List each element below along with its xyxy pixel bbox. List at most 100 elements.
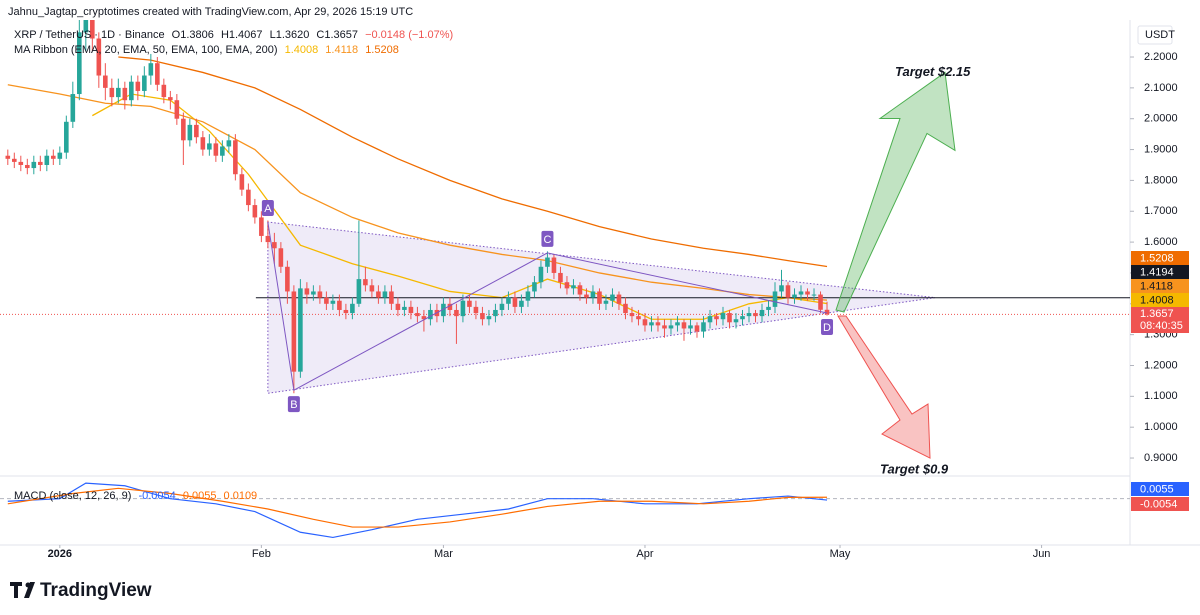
- candle-body: [363, 279, 368, 286]
- candle-body: [5, 155, 11, 159]
- candle-body: [64, 121, 69, 153]
- point-label: B: [290, 399, 297, 411]
- candle-body: [655, 322, 661, 326]
- macd-pane: [0, 482, 1130, 539]
- candle-body: [493, 309, 498, 317]
- candle-body: [57, 152, 63, 159]
- candle-body: [291, 291, 297, 372]
- candle-body: [194, 124, 199, 138]
- candle-body: [415, 313, 420, 317]
- candle-body: [558, 272, 563, 283]
- footer-logo: TradingView: [10, 580, 152, 601]
- candle-body: [343, 309, 349, 314]
- point-badge: [821, 319, 834, 336]
- currency: USDT: [1145, 29, 1175, 41]
- candle-body: [603, 300, 609, 304]
- macd-badge: [1131, 482, 1189, 496]
- ema-badge: [1131, 279, 1189, 293]
- candle-body: [779, 285, 784, 292]
- candle-body: [324, 297, 329, 304]
- candle-body: [551, 257, 557, 273]
- candle-body: [577, 285, 583, 295]
- point-label: A: [264, 203, 272, 215]
- candle-body: [636, 316, 641, 320]
- candle-body: [330, 300, 336, 304]
- candle-body: [103, 75, 108, 88]
- change: −0.0148 (−1.07%): [365, 29, 454, 41]
- candle-body: [38, 161, 43, 165]
- y-tick-label: 1.9000: [1144, 143, 1178, 155]
- candle-body: [759, 309, 765, 317]
- candle-body: [18, 161, 24, 165]
- candle-body: [278, 248, 284, 267]
- candle-body: [668, 325, 674, 329]
- candle-body: [246, 189, 251, 206]
- candle-body: [148, 63, 154, 76]
- point-badge: [261, 200, 274, 217]
- candle-body: [772, 291, 778, 307]
- point-badge: [287, 396, 300, 413]
- candle-body: [616, 294, 622, 304]
- candle-body: [629, 313, 635, 317]
- candle-body: [792, 294, 797, 298]
- candle-body: [408, 306, 414, 314]
- macd-badge-text: -0.0054: [1140, 498, 1177, 510]
- candle-body: [421, 316, 427, 320]
- ema-badge: [1131, 293, 1189, 307]
- ema-badge: [1131, 251, 1189, 265]
- candle-body: [311, 291, 316, 295]
- point-label: C: [543, 234, 551, 246]
- ema-badge-text: 1.4118: [1140, 280, 1173, 292]
- candle-body: [25, 164, 30, 169]
- candle-body: [727, 313, 732, 323]
- target-arrow: [835, 71, 956, 313]
- candle-body: [181, 118, 186, 141]
- ohlc: C1.3657: [316, 29, 359, 41]
- candle-body: [571, 285, 576, 289]
- candle-body: [818, 294, 823, 310]
- candle-body: [317, 291, 323, 298]
- point-badge: [541, 230, 554, 247]
- macd-line: [7, 487, 828, 528]
- symbol: XRP / TetherUS · 1D · Binance: [14, 29, 165, 41]
- y-tick-label: 0.9000: [1144, 452, 1178, 464]
- candle-body: [428, 309, 433, 320]
- logo-icon: [10, 582, 35, 598]
- countdown-text: 08:40:35: [1140, 320, 1183, 332]
- candle-body: [460, 300, 466, 317]
- x-tick-label: 2026: [48, 548, 72, 560]
- ribbon-value: 1.5208: [365, 44, 399, 56]
- candle-body: [649, 322, 654, 326]
- candle-body: [213, 143, 219, 156]
- macd-value: -0.0054: [138, 490, 176, 502]
- candle-body: [753, 313, 758, 317]
- x-tick-label: May: [830, 548, 851, 560]
- candle-body: [454, 309, 459, 317]
- candle-body: [350, 303, 355, 314]
- candle-body: [519, 300, 524, 307]
- candle-body: [161, 84, 167, 98]
- candle-body: [707, 316, 713, 323]
- x-tick-label: Mar: [434, 548, 453, 560]
- ribbon-value: 1.4118: [325, 44, 359, 56]
- candle-body: [733, 319, 739, 323]
- candle-body: [610, 294, 615, 301]
- candle-body: [155, 63, 160, 85]
- x-tick-label: Feb: [252, 548, 271, 560]
- candle-body: [688, 325, 693, 329]
- candle-body: [746, 313, 752, 317]
- y-tick-label: 1.2000: [1144, 359, 1178, 371]
- candle-body: [265, 235, 271, 243]
- candle-body: [798, 291, 804, 295]
- currency-box[interactable]: [1137, 25, 1173, 45]
- candle-body: [623, 303, 628, 314]
- main-pane: [0, 20, 1130, 394]
- candle-body: [512, 297, 518, 307]
- candle-body: [239, 174, 245, 190]
- y-tick-label: 1.6000: [1144, 236, 1178, 248]
- candle-body: [467, 300, 472, 307]
- price-badge-text: 1.3657: [1140, 308, 1174, 320]
- x-tick-label: Jun: [1033, 548, 1051, 560]
- candle-body: [259, 217, 264, 236]
